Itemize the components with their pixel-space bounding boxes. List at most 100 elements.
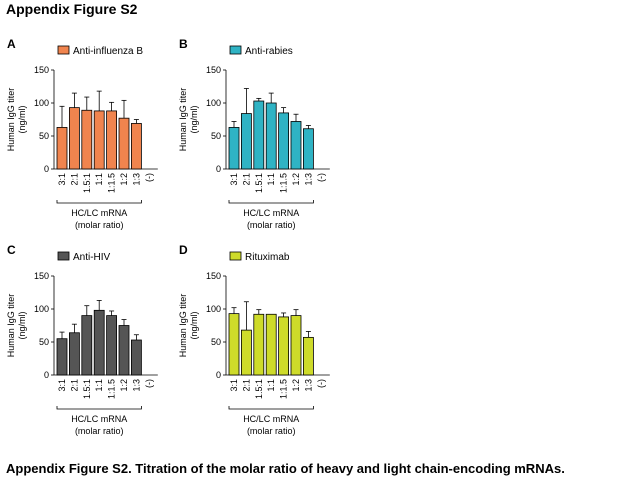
y-tick-label: 150	[34, 271, 49, 281]
bar	[265, 313, 277, 376]
x-tick-label: 3:1	[229, 379, 239, 392]
chart-svg: B Anti-rabies Human IgG titer(ng/ml) 0 50 100…	[178, 37, 330, 230]
x-axis-subtitle: (molar ratio)	[247, 220, 296, 230]
category-bracket	[56, 406, 142, 410]
x-axis-title: HC/LC mRNA	[243, 208, 299, 218]
x-axis-title: HC/LC mRNA	[243, 414, 299, 424]
category-bracket	[228, 200, 314, 204]
bar	[303, 128, 314, 170]
x-tick-label: 1:1.5	[279, 379, 289, 399]
bar	[290, 121, 302, 170]
x-tick-label: 1.5:1	[82, 379, 92, 399]
x-tick-label: 1:2	[119, 173, 129, 186]
bar	[56, 338, 68, 376]
category-bracket	[228, 406, 314, 410]
y-axis-title: Human IgG titer(ng/ml)	[6, 294, 27, 358]
bar	[93, 309, 105, 376]
y-axis-title-line: (ng/ml)	[17, 311, 27, 339]
legend-swatch	[57, 45, 70, 55]
legend-swatch	[57, 251, 70, 261]
bar	[106, 110, 117, 170]
x-tick-label: 1:1	[266, 379, 276, 392]
legend-label: Rituximab	[245, 252, 290, 263]
y-axis-title: Human IgG titer(ng/ml)	[6, 88, 27, 152]
y-tick-label: 150	[206, 65, 221, 75]
y-axis-title-line: Human IgG titer	[178, 294, 188, 358]
category-bracket	[56, 200, 142, 204]
x-tick-label: 1:1	[94, 379, 104, 392]
x-tick-label: 1:2	[119, 379, 129, 392]
x-tick-label: (-)	[316, 173, 326, 182]
x-tick-label: 1:1	[266, 173, 276, 186]
y-tick-label: 0	[44, 164, 49, 174]
bar	[253, 100, 265, 170]
legend-label: Anti-rabies	[245, 46, 293, 57]
bar	[69, 107, 80, 170]
chart-panel-c: C Anti-HIV Human IgG titer(ng/ml) 0 50 100 150…	[4, 242, 174, 442]
bar	[290, 315, 302, 376]
x-tick-label: 1.5:1	[82, 173, 92, 193]
chart-panel-a: A Anti-influenza B Human IgG titer(ng/ml) 0…	[4, 36, 174, 236]
y-tick-label: 100	[206, 98, 221, 108]
x-tick-label: 2:1	[241, 173, 251, 186]
x-tick-label: 2:1	[69, 173, 79, 186]
bar	[69, 332, 80, 376]
x-tick-label: 1:1.5	[279, 173, 289, 193]
chart-panel-b: B Anti-rabies Human IgG titer(ng/ml) 0 50 100…	[176, 36, 346, 236]
x-tick-label: 2:1	[241, 379, 251, 392]
x-tick-label: (-)	[144, 173, 154, 182]
bar	[241, 329, 252, 376]
y-axis-title-line: (ng/ml)	[17, 105, 27, 133]
legend-swatch	[229, 251, 242, 261]
y-tick-label: 100	[34, 98, 49, 108]
x-axis-subtitle: (molar ratio)	[75, 220, 124, 230]
y-tick-label: 50	[39, 337, 49, 347]
bar	[131, 123, 142, 170]
bar	[278, 316, 289, 376]
bar	[106, 315, 117, 376]
x-tick-label: 1:1.5	[107, 173, 117, 193]
x-axis-title: HC/LC mRNA	[71, 414, 127, 424]
y-tick-label: 0	[216, 370, 221, 380]
y-tick-label: 0	[216, 164, 221, 174]
x-axis-subtitle: (molar ratio)	[75, 426, 124, 436]
x-axis-title: HC/LC mRNA	[71, 208, 127, 218]
x-tick-label: 3:1	[57, 173, 67, 186]
x-tick-label: 1:1	[94, 173, 104, 186]
bar	[241, 113, 252, 170]
x-tick-label: 1.5:1	[254, 173, 264, 193]
x-tick-label: 1.5:1	[254, 379, 264, 399]
bar	[81, 109, 93, 170]
panel-label: D	[179, 243, 188, 257]
x-tick-label: 2:1	[69, 379, 79, 392]
y-tick-label: 50	[211, 131, 221, 141]
x-tick-label: 3:1	[229, 173, 239, 186]
legend-label: Anti-HIV	[73, 252, 111, 263]
bar	[278, 112, 289, 170]
x-tick-label: 1:3	[303, 173, 313, 186]
x-tick-label: 3:1	[57, 379, 67, 392]
y-axis-title: Human IgG titer(ng/ml)	[178, 294, 199, 358]
bar	[303, 336, 314, 376]
y-axis-title-line: Human IgG titer	[6, 88, 16, 152]
y-axis-title-line: Human IgG titer	[178, 88, 188, 152]
y-axis-title: Human IgG titer(ng/ml)	[178, 88, 199, 152]
x-tick-label: 1:1.5	[107, 379, 117, 399]
chart-svg: C Anti-HIV Human IgG titer(ng/ml) 0 50 100 150…	[6, 243, 158, 436]
bar	[118, 117, 130, 170]
bar	[265, 102, 277, 170]
y-tick-label: 150	[206, 271, 221, 281]
panel-label: C	[7, 243, 16, 257]
y-axis-title-line: Human IgG titer	[6, 294, 16, 358]
bar	[118, 325, 130, 376]
panel-label: A	[7, 37, 16, 51]
x-tick-label: 1:2	[291, 379, 301, 392]
y-tick-label: 150	[34, 65, 49, 75]
x-tick-label: 1:3	[131, 379, 141, 392]
y-tick-label: 50	[39, 131, 49, 141]
panel-label: B	[179, 37, 188, 51]
y-tick-label: 0	[44, 370, 49, 380]
y-axis-title-line: (ng/ml)	[189, 311, 199, 339]
page-title: Appendix Figure S2	[6, 1, 138, 17]
legend-label: Anti-influenza B	[73, 46, 143, 57]
